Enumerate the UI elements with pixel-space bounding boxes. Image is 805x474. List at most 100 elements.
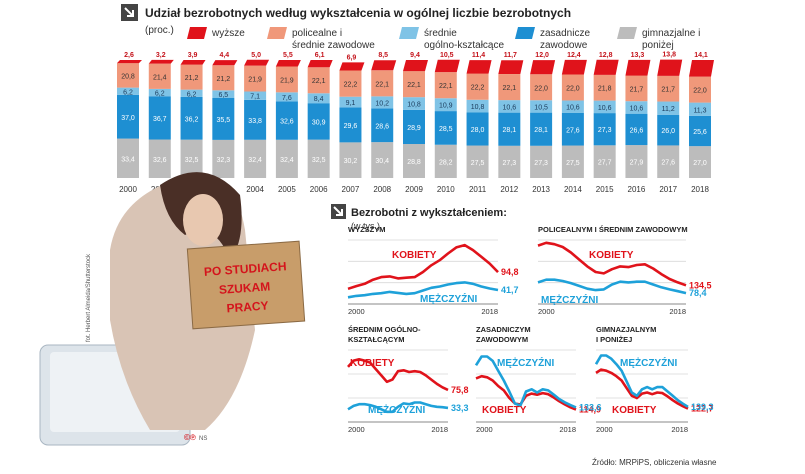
bar-segment-zasadnicze <box>657 114 680 146</box>
panel-title: KSZTAŁCĄCYM <box>348 335 405 344</box>
x-tick-label: 2000 <box>119 185 137 194</box>
data-label-gimnazjalne: 30,4 <box>375 158 389 165</box>
data-label-wyzsze: 4,4 <box>219 52 229 59</box>
x-tick-end: 2018 <box>671 425 688 434</box>
data-label-gimnazjalne: 32,4 <box>280 157 294 164</box>
bar-segment-policealne <box>244 65 267 92</box>
photo-illustration: PO STUDIACH SZUKAM PRACY fot. Herbert Al… <box>39 172 306 446</box>
data-label-zasadnicze: 30,9 <box>312 119 326 126</box>
end-label-mezczyzni: 33,3 <box>451 403 469 413</box>
bar-segment-wyzsze <box>371 60 397 71</box>
x-tick-label: 2018 <box>691 185 709 194</box>
bar-segment-srednie_ogolno <box>466 99 489 113</box>
series-line-mezczyzni <box>347 281 499 299</box>
data-label-policealne: 22,0 <box>693 88 707 95</box>
end-label-mezczyzni: 133,6 <box>579 402 602 412</box>
data-label-srednie_ogolno: 6,2 <box>187 91 197 98</box>
x-tick-label: 2012 <box>500 185 518 194</box>
bar-segment-policealne <box>593 74 616 101</box>
x-tick-label: 2016 <box>628 185 646 194</box>
series-name-kobiety: KOBIETY <box>589 250 634 261</box>
x-tick-end: 2018 <box>559 425 576 434</box>
bar-segment-policealne <box>371 70 394 97</box>
photo-credit: fot. Herbert Almeida/Shutterstock <box>86 253 92 342</box>
section2-title: Bezrobotni z wykształceniem: <box>351 207 507 219</box>
data-label-zasadnicze: 28,1 <box>534 127 548 134</box>
data-label-zasadnicze: 27,3 <box>598 127 612 134</box>
series-line-mezczyzni <box>594 354 689 408</box>
bar-segment-srednie_ogolno <box>339 96 362 108</box>
header: Udział bezrobotnych według wykształcenia… <box>121 4 571 36</box>
data-label-srednie_ogolno: 10,2 <box>375 100 389 107</box>
bar-segment-zasadnicze <box>307 103 330 140</box>
series-line-kobiety <box>595 368 689 410</box>
data-label-wyzsze: 8,5 <box>378 52 388 59</box>
bar-segment-gimnazjalne <box>339 142 362 178</box>
line-panel-3: ŚREDNIM OGÓLNO-KSZTAŁCĄCYM 2000 2018 75,8 33… <box>347 325 469 434</box>
bar-segment-srednie_ogolno <box>657 101 680 115</box>
bar-segment-policealne <box>625 75 648 102</box>
bar-segment-srednie_ogolno <box>593 100 616 114</box>
legend-label: zasadnicze <box>540 28 590 39</box>
bar-segment-gimnazjalne <box>244 139 267 178</box>
bar-segment-srednie_ogolno <box>117 87 139 95</box>
bar-segment-gimnazjalne <box>625 145 648 178</box>
bar-segment-zasadnicze <box>530 112 553 146</box>
legend-label-line2: średnie zawodowe <box>292 40 375 51</box>
data-label-policealne: 20,8 <box>121 73 135 80</box>
x-tick-label: 2004 <box>246 185 264 194</box>
bar-segment-zasadnicze <box>180 96 203 140</box>
bar-segment-policealne <box>403 71 425 98</box>
bar-segment-zasadnicze <box>403 109 425 145</box>
bar-segment-zasadnicze <box>625 113 648 146</box>
data-label-wyzsze: 14,1 <box>694 52 708 59</box>
x-tick-start: 2000 <box>596 425 613 434</box>
data-label-gimnazjalne: 27,5 <box>471 160 485 167</box>
bar-segment-gimnazjalne <box>530 145 553 178</box>
data-label-policealne: 22,2 <box>344 82 358 89</box>
series-line-mezczyzni <box>347 401 449 414</box>
data-label-gimnazjalne: 28,8 <box>407 159 421 166</box>
sign-line-3: PRACY <box>226 298 269 315</box>
series-name-mezczyzni: MĘŻCZYŹNI <box>420 292 477 305</box>
bar-segment-gimnazjalne <box>148 139 171 178</box>
bar-segment-srednie_ogolno <box>212 90 235 98</box>
bar-segment-policealne <box>498 74 521 101</box>
series-name-mezczyzni: MĘŻCZYŹNI <box>541 293 598 306</box>
bar-segment-wyzsze <box>117 60 142 64</box>
series-name-kobiety: KOBIETY <box>482 405 527 416</box>
arrow-glyph <box>124 7 134 17</box>
bar-segment-gimnazjalne <box>593 145 616 178</box>
data-label-policealne: 21,7 <box>630 86 644 93</box>
data-label-wyzsze: 10,5 <box>440 52 454 59</box>
bar-segment-wyzsze <box>625 59 651 76</box>
series-line-kobiety <box>475 374 577 411</box>
data-label-gimnazjalne: 32,6 <box>153 157 167 164</box>
bar-segment-srednie_ogolno <box>689 102 711 116</box>
data-label-srednie_ogolno: 10,6 <box>598 105 612 112</box>
panel-title: ZASADNICZYM <box>476 325 531 334</box>
bar-segment-srednie_ogolno <box>180 89 203 97</box>
data-label-gimnazjalne: 27,3 <box>503 160 517 167</box>
bar-segment-gimnazjalne <box>403 144 425 178</box>
end-label-mezczyzni: 139,3 <box>691 402 714 412</box>
x-tick-start: 2000 <box>538 307 555 316</box>
bar-segment-zasadnicze <box>561 112 584 146</box>
bar-segment-zasadnicze <box>339 107 362 143</box>
unit-label: (proc.) <box>145 25 174 36</box>
data-label-policealne: 22,1 <box>312 78 326 85</box>
data-label-policealne: 22,1 <box>439 83 453 90</box>
data-label-gimnazjalne: 27,3 <box>534 160 548 167</box>
bar-segment-gimnazjalne <box>498 145 521 178</box>
data-label-zasadnicze: 25,6 <box>693 129 707 136</box>
data-label-policealne: 21,2 <box>217 76 231 83</box>
data-label-zasadnicze: 28,5 <box>439 126 453 133</box>
bar-segment-policealne <box>530 74 553 101</box>
data-label-zasadnicze: 36,7 <box>153 116 167 123</box>
data-label-wyzsze: 12,4 <box>567 52 581 59</box>
bar-segment-wyzsze <box>180 60 206 65</box>
bar-segment-zasadnicze <box>466 112 489 146</box>
bar-segment-wyzsze <box>403 60 428 72</box>
